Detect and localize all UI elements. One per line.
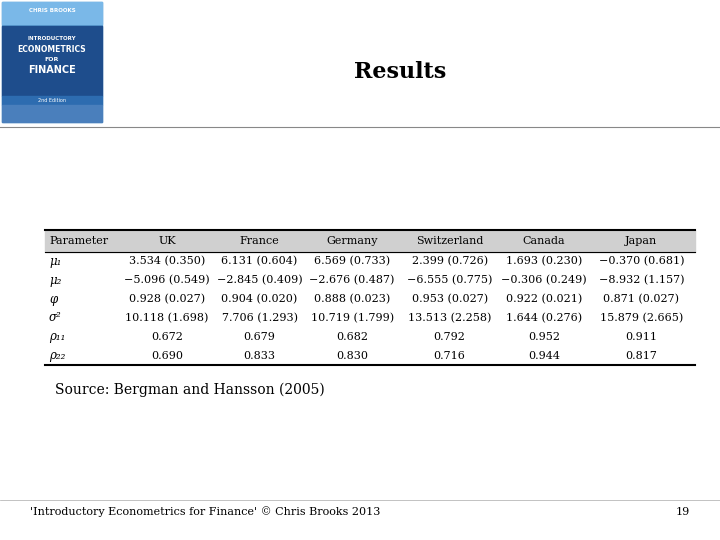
Text: 2nd Edition: 2nd Edition (38, 98, 66, 103)
Text: UK: UK (158, 236, 176, 246)
Text: ρ₁₁: ρ₁₁ (49, 330, 66, 343)
Text: 6.569 (0.733): 6.569 (0.733) (314, 256, 390, 267)
Text: 3.534 (0.350): 3.534 (0.350) (129, 256, 205, 267)
Bar (45, 230, 695, 252)
Text: ρ₂₂: ρ₂₂ (49, 349, 66, 362)
Text: 0.830: 0.830 (336, 350, 368, 361)
Text: −2.676 (0.487): −2.676 (0.487) (310, 275, 395, 286)
Text: 0.679: 0.679 (243, 332, 276, 342)
Text: Parameter: Parameter (49, 236, 108, 246)
Text: 0.904 (0.020): 0.904 (0.020) (221, 294, 297, 304)
Text: 0.817: 0.817 (626, 350, 657, 361)
Text: FINANCE: FINANCE (28, 65, 76, 76)
Text: −0.306 (0.249): −0.306 (0.249) (501, 275, 587, 286)
Text: Japan: Japan (625, 236, 657, 246)
Text: 6.131 (0.604): 6.131 (0.604) (221, 256, 297, 267)
Text: μ₂: μ₂ (49, 274, 61, 287)
Text: σ²: σ² (49, 312, 62, 325)
Text: 13.513 (2.258): 13.513 (2.258) (408, 313, 491, 323)
Bar (2, 2, 102, 122)
Text: Results: Results (354, 61, 446, 83)
Text: FOR: FOR (45, 57, 59, 62)
Text: France: France (240, 236, 279, 246)
Text: ECONOMETRICS: ECONOMETRICS (18, 45, 86, 55)
Text: Switzerland: Switzerland (416, 236, 483, 246)
Text: 0.716: 0.716 (433, 350, 466, 361)
Text: 1.693 (0.230): 1.693 (0.230) (505, 256, 582, 267)
Text: Canada: Canada (523, 236, 565, 246)
Text: −0.370 (0.681): −0.370 (0.681) (598, 256, 684, 267)
Text: 19: 19 (676, 507, 690, 517)
Text: 0.833: 0.833 (243, 350, 276, 361)
Text: 0.672: 0.672 (151, 332, 183, 342)
Text: Germany: Germany (326, 236, 378, 246)
Text: φ: φ (49, 293, 58, 306)
Text: 10.719 (1.799): 10.719 (1.799) (310, 313, 394, 323)
Text: CHRIS BROOKS: CHRIS BROOKS (29, 8, 76, 13)
Text: 0.944: 0.944 (528, 350, 560, 361)
Bar (2, 105, 102, 122)
Text: 0.952: 0.952 (528, 332, 560, 342)
Text: 0.682: 0.682 (336, 332, 368, 342)
Text: −2.845 (0.409): −2.845 (0.409) (217, 275, 302, 286)
Text: 0.690: 0.690 (151, 350, 183, 361)
Text: 7.706 (1.293): 7.706 (1.293) (222, 313, 297, 323)
Text: 10.118 (1.698): 10.118 (1.698) (125, 313, 209, 323)
Text: 'Introductory Econometrics for Finance' © Chris Brooks 2013: 'Introductory Econometrics for Finance' … (30, 507, 380, 517)
Text: −5.096 (0.549): −5.096 (0.549) (124, 275, 210, 286)
Bar (2, 2, 102, 24)
Text: 2.399 (0.726): 2.399 (0.726) (412, 256, 487, 267)
Text: 0.792: 0.792 (433, 332, 466, 342)
Text: 1.644 (0.276): 1.644 (0.276) (506, 313, 582, 323)
Text: −6.555 (0.775): −6.555 (0.775) (407, 275, 492, 286)
Text: 0.888 (0.023): 0.888 (0.023) (314, 294, 390, 304)
Text: 0.928 (0.027): 0.928 (0.027) (129, 294, 205, 304)
Text: 0.922 (0.021): 0.922 (0.021) (505, 294, 582, 304)
Text: 0.871 (0.027): 0.871 (0.027) (603, 294, 680, 304)
Bar (2, 26, 102, 96)
Text: 0.911: 0.911 (626, 332, 657, 342)
Text: −8.932 (1.157): −8.932 (1.157) (598, 275, 684, 286)
Text: 0.953 (0.027): 0.953 (0.027) (412, 294, 487, 304)
Bar (2, 96, 102, 105)
Text: INTRODUCTORY: INTRODUCTORY (27, 36, 76, 40)
Text: 15.879 (2.665): 15.879 (2.665) (600, 313, 683, 323)
Text: μ₁: μ₁ (49, 255, 61, 268)
Text: Source: Bergman and Hansson (2005): Source: Bergman and Hansson (2005) (55, 383, 325, 397)
